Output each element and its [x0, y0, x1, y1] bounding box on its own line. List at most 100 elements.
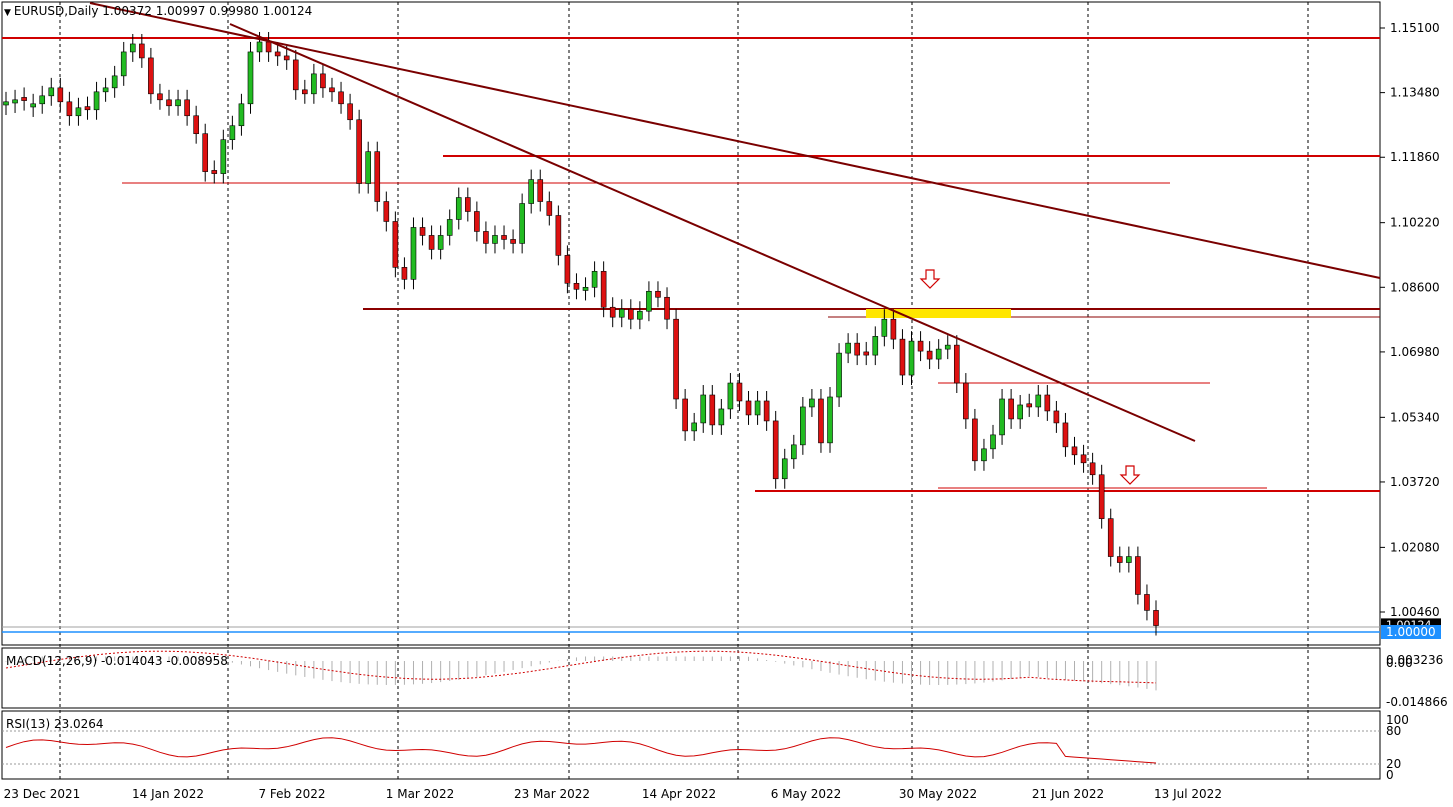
candle-body [1089, 462, 1096, 476]
y-tick-label: 1.15100 [1390, 21, 1440, 35]
chart-header: ▼ EURUSD,Daily 1.00372 1.00997 0.99980 1.… [4, 4, 312, 18]
candle-body [772, 420, 779, 480]
macd-panel-frame [1, 647, 1381, 709]
candle-body [1126, 556, 1132, 563]
symbol-label: EURUSD,Daily [13, 4, 99, 18]
candle-body [419, 227, 426, 236]
candle-body [428, 235, 435, 250]
candle-body [863, 351, 870, 356]
y-tick-label: 1.06980 [1390, 345, 1440, 359]
candle-body [953, 344, 960, 384]
macd-label: MACD(12,26,9) -0.014043 -0.008958 [6, 654, 228, 668]
candle-body [854, 342, 860, 356]
candle-body [600, 271, 607, 308]
candle-body [238, 103, 245, 127]
price-line-label: 1.00000 [1386, 625, 1436, 639]
candle-body [102, 87, 109, 93]
candle-body [1008, 398, 1014, 420]
candle-body [465, 197, 471, 212]
horizontal-levels [2, 37, 1380, 633]
ohlc-values: 1.00372 1.00997 0.99980 1.00124 [102, 4, 313, 18]
candle-body [184, 99, 190, 117]
candle-body [963, 382, 969, 420]
y-tick-label: 1.00460 [1390, 605, 1440, 619]
candle-body [356, 119, 362, 184]
candle-body [981, 448, 987, 462]
candle-body [872, 336, 879, 356]
candle-body [202, 133, 209, 172]
candle-body [437, 235, 444, 250]
down-arrow-icon [919, 269, 941, 289]
candle-body [256, 41, 263, 53]
candle-body [265, 41, 272, 53]
candle-body [999, 398, 1005, 436]
candle-body [120, 51, 127, 77]
candle-body [410, 227, 417, 280]
x-tick-label: 13 Jul 2022 [1154, 787, 1222, 801]
candle-body [39, 95, 46, 105]
candle-body [917, 340, 924, 352]
x-tick-label: 7 Feb 2022 [258, 787, 325, 801]
candles [3, 31, 1159, 636]
x-tick-label: 14 Apr 2022 [642, 787, 716, 801]
candle-body [383, 201, 390, 222]
candle-body [401, 267, 408, 280]
candle-body [809, 398, 815, 408]
macd-signal-line [5, 650, 1157, 684]
candle-body [338, 91, 344, 105]
candle-body [700, 394, 707, 424]
x-tick-label: 30 May 2022 [899, 787, 977, 801]
candle-body [682, 398, 688, 432]
rsi-tick-label: 20 [1386, 757, 1401, 771]
candle-body [573, 283, 580, 290]
rsi-tick-label: 0 [1386, 768, 1394, 782]
candle-body [582, 286, 589, 291]
rsi-tick-label: 100 [1386, 713, 1409, 727]
macd-tick-label: -0.014866 [1386, 695, 1448, 709]
candle-body [1035, 394, 1042, 408]
candle-body [374, 151, 381, 202]
candle-body [501, 235, 507, 240]
candle-body [193, 115, 199, 135]
candle-body [510, 239, 516, 244]
candle-body [211, 170, 218, 174]
y-tick-label: 1.02080 [1390, 540, 1440, 554]
rsi-tick-label: 80 [1386, 724, 1401, 738]
candle-body [908, 340, 915, 376]
candle-body [881, 318, 888, 337]
highlight-zone [866, 309, 1011, 318]
down-arrow-icon [1119, 465, 1141, 485]
y-tick-label: 1.11860 [1390, 150, 1440, 164]
candle-body [618, 308, 625, 318]
candle-body [48, 87, 55, 97]
candle-body [292, 59, 299, 91]
y-tick-label: 1.03720 [1390, 475, 1440, 489]
candle-body [944, 344, 951, 350]
candle-body [972, 418, 978, 462]
trendline [229, 23, 1196, 442]
candle-body [302, 89, 308, 95]
candle-body [800, 406, 806, 446]
candle-body [247, 51, 254, 105]
candle-body [664, 296, 670, 320]
candle-body [84, 106, 91, 111]
candle-body [446, 219, 453, 236]
candle-body [827, 396, 833, 444]
candle-body [528, 179, 534, 204]
candle-body [30, 103, 36, 108]
candle-body [1098, 474, 1105, 519]
candle-body [175, 99, 181, 107]
macd-tick-label: 0.00 [1386, 656, 1413, 670]
candle-body [392, 221, 399, 268]
x-tick-label: 23 Mar 2022 [514, 787, 590, 801]
candle-body [564, 255, 571, 284]
triangle-down-icon[interactable]: ▼ [4, 8, 11, 18]
candle-body [1062, 422, 1069, 448]
trendline [89, 2, 1381, 279]
candle-body [790, 444, 797, 460]
y-tick-label: 1.08600 [1390, 280, 1440, 294]
y-tick-label: 1.10220 [1390, 216, 1440, 230]
